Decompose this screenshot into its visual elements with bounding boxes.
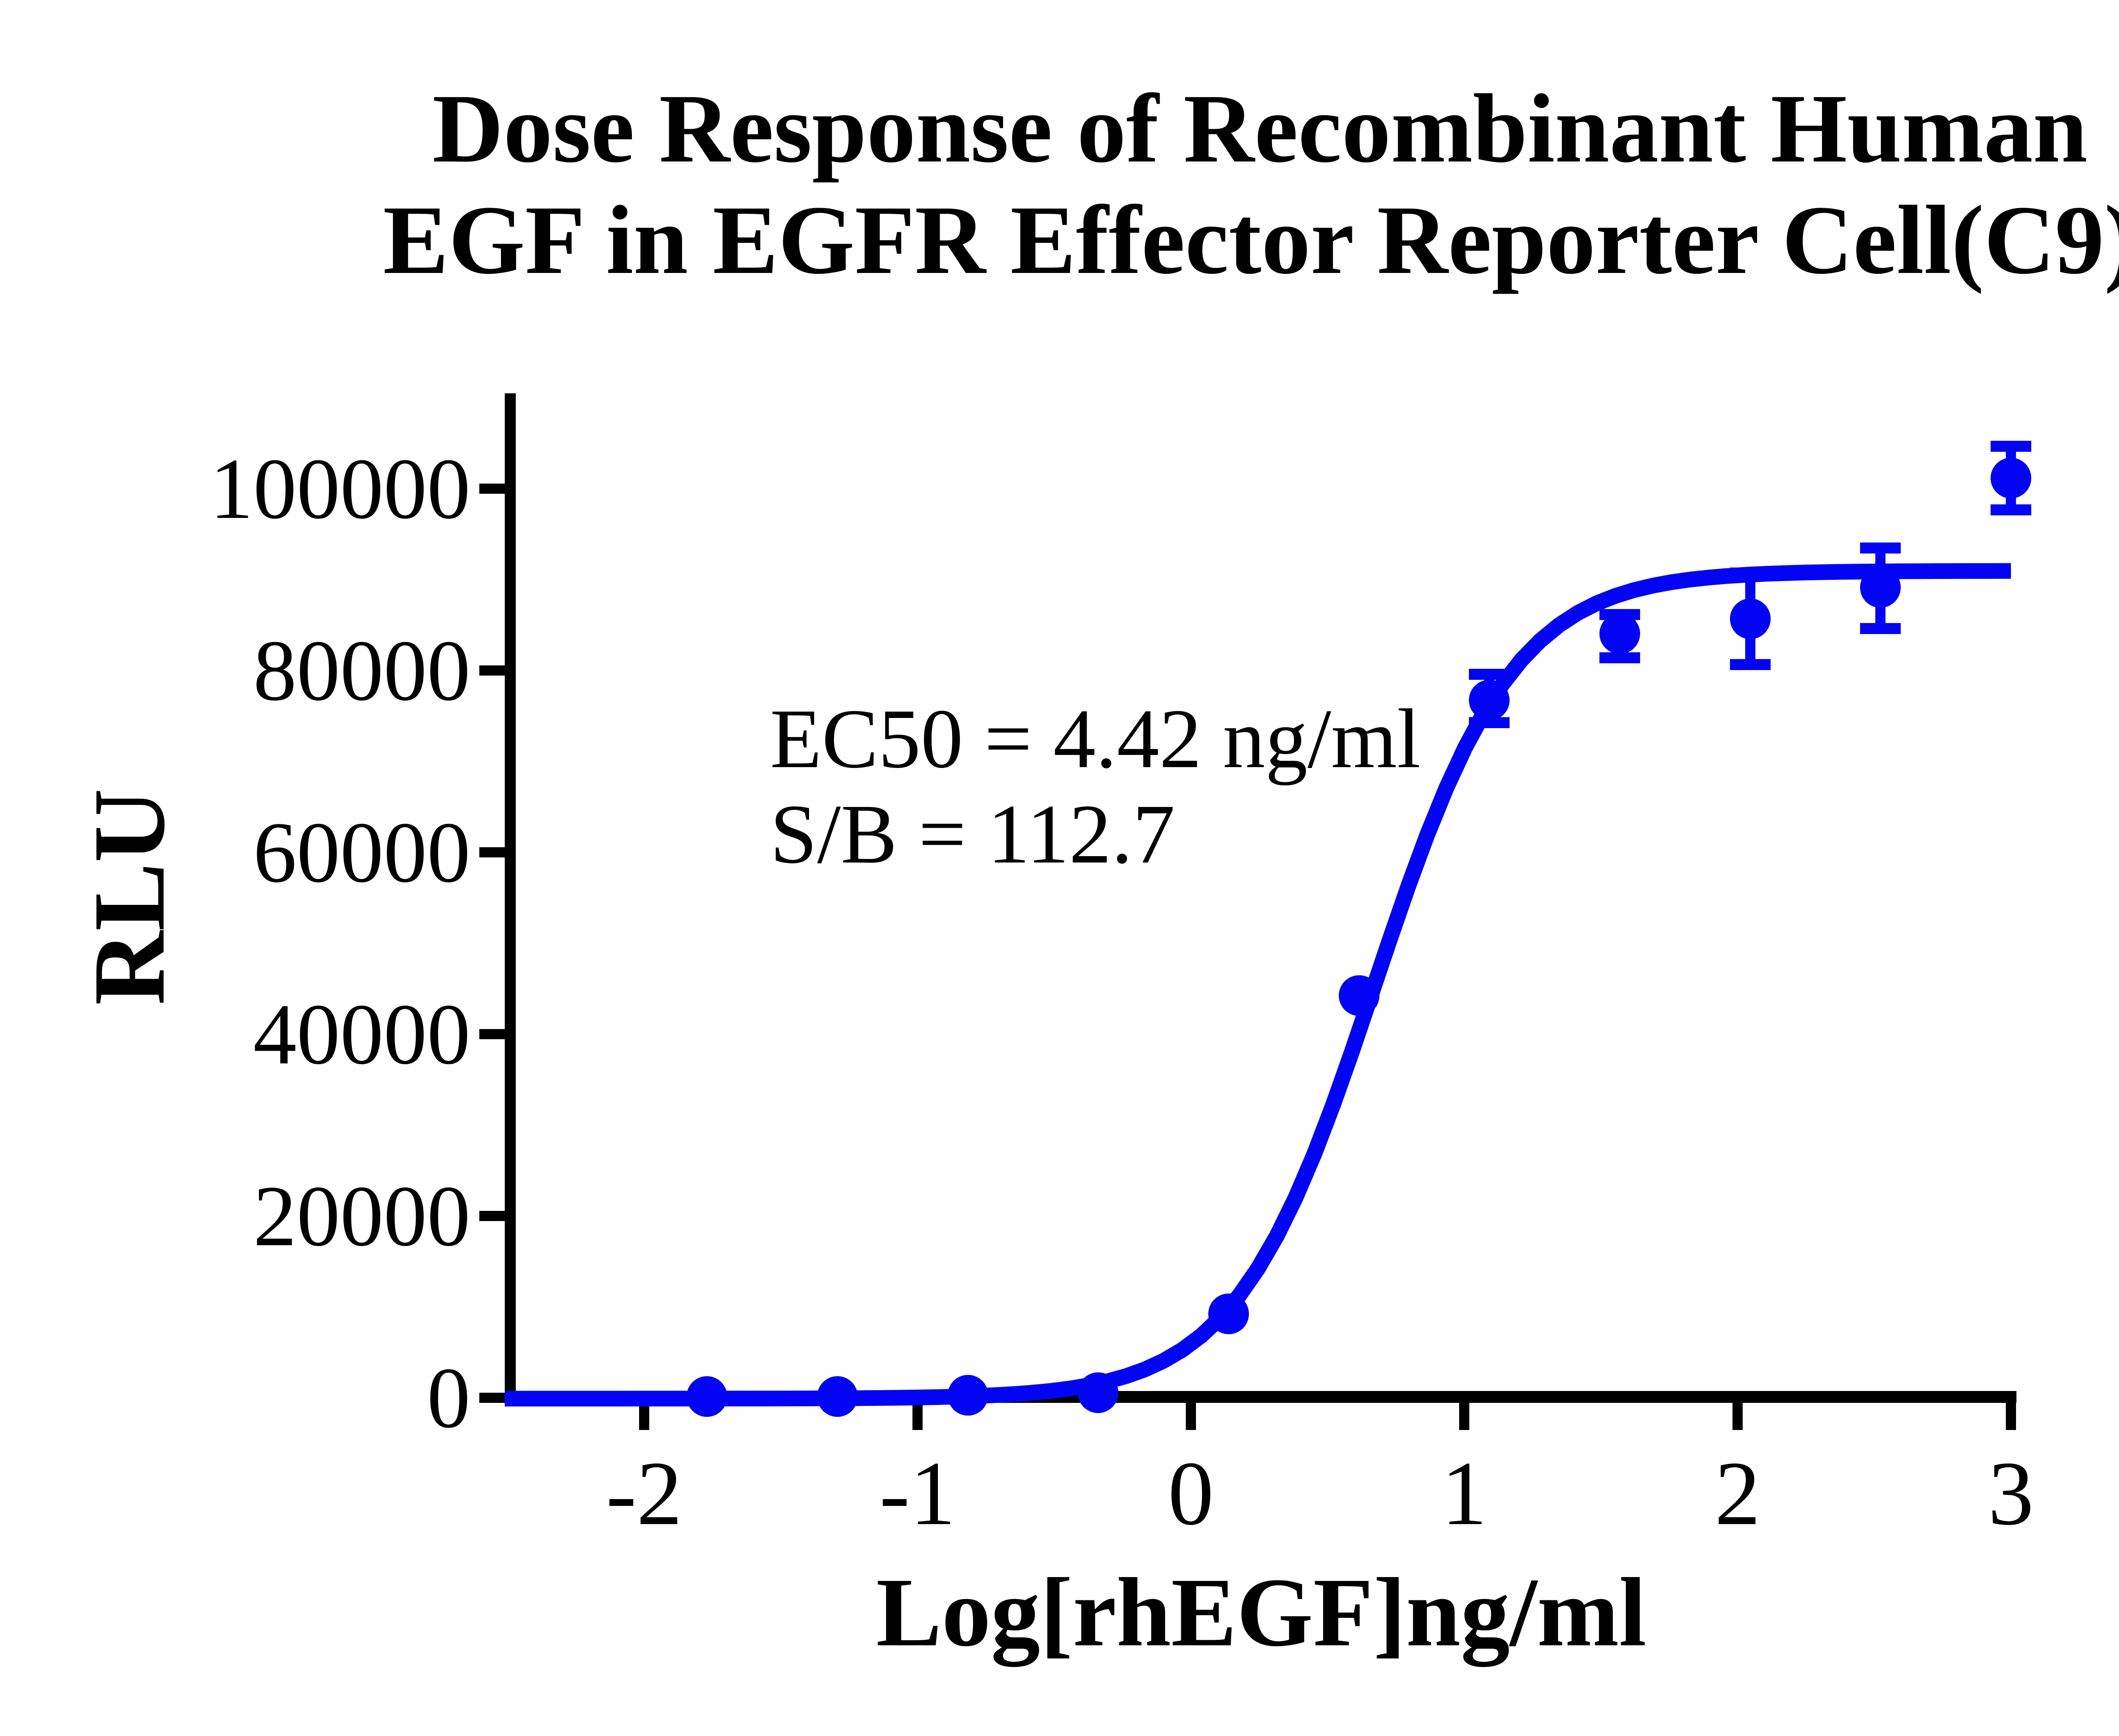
- svg-text:Dose Response of Recombinant H: Dose Response of Recombinant Human: [432, 74, 2087, 183]
- svg-text:80000: 80000: [253, 623, 471, 719]
- svg-text:-2: -2: [606, 1443, 682, 1544]
- svg-text:S/B = 112.7: S/B = 112.7: [770, 787, 1175, 881]
- svg-text:Log[rhEGF]ng/ml: Log[rhEGF]ng/ml: [876, 1558, 1646, 1667]
- svg-text:40000: 40000: [253, 986, 471, 1082]
- svg-text:3: 3: [1988, 1443, 2034, 1544]
- svg-text:EC50 = 4.42 ng/ml: EC50 = 4.42 ng/ml: [770, 692, 1421, 786]
- svg-text:EGF in EGFR Effector Reporter: EGF in EGFR Effector Reporter Cell(C9): [383, 186, 2119, 295]
- svg-text:0: 0: [427, 1350, 471, 1446]
- svg-text:0: 0: [1168, 1443, 1214, 1544]
- svg-text:100000: 100000: [210, 441, 470, 537]
- svg-text:RLU: RLU: [72, 789, 186, 1005]
- svg-text:-1: -1: [879, 1443, 956, 1544]
- svg-text:1: 1: [1441, 1443, 1487, 1544]
- svg-text:60000: 60000: [253, 804, 471, 901]
- svg-text:20000: 20000: [253, 1168, 471, 1264]
- svg-text:2: 2: [1715, 1443, 1760, 1544]
